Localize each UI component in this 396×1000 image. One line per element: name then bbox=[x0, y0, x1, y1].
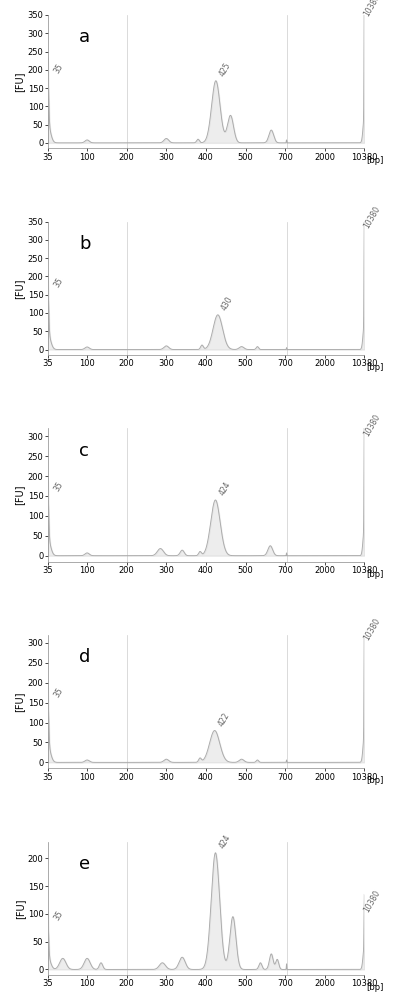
Text: 35: 35 bbox=[52, 910, 65, 922]
Text: d: d bbox=[79, 648, 91, 666]
Text: 10380: 10380 bbox=[362, 889, 382, 914]
Text: [bp]: [bp] bbox=[366, 776, 383, 785]
Text: 35: 35 bbox=[52, 276, 65, 289]
Text: [bp]: [bp] bbox=[366, 983, 383, 992]
Text: e: e bbox=[79, 855, 90, 873]
Text: 10380: 10380 bbox=[362, 617, 382, 642]
Text: b: b bbox=[79, 235, 91, 253]
Text: c: c bbox=[79, 442, 89, 460]
Text: 424: 424 bbox=[217, 480, 232, 497]
Text: 10380: 10380 bbox=[362, 205, 382, 230]
Text: 430: 430 bbox=[220, 295, 235, 312]
Text: 424: 424 bbox=[217, 833, 232, 850]
Y-axis label: [FU]: [FU] bbox=[15, 898, 25, 919]
Text: [bp]: [bp] bbox=[366, 363, 383, 372]
Text: 10380: 10380 bbox=[362, 0, 382, 18]
Text: a: a bbox=[79, 28, 90, 46]
Text: 422: 422 bbox=[217, 711, 232, 728]
Y-axis label: [FU]: [FU] bbox=[15, 71, 25, 92]
Y-axis label: [FU]: [FU] bbox=[15, 691, 25, 712]
Text: 425: 425 bbox=[218, 61, 233, 78]
Text: [bp]: [bp] bbox=[366, 570, 383, 579]
Text: 35: 35 bbox=[52, 62, 65, 75]
Y-axis label: [FU]: [FU] bbox=[15, 278, 25, 299]
Text: [bp]: [bp] bbox=[366, 156, 383, 165]
Text: 35: 35 bbox=[52, 480, 65, 493]
Y-axis label: [FU]: [FU] bbox=[15, 485, 25, 505]
Text: 35: 35 bbox=[52, 686, 65, 699]
Text: 10380: 10380 bbox=[362, 412, 382, 438]
